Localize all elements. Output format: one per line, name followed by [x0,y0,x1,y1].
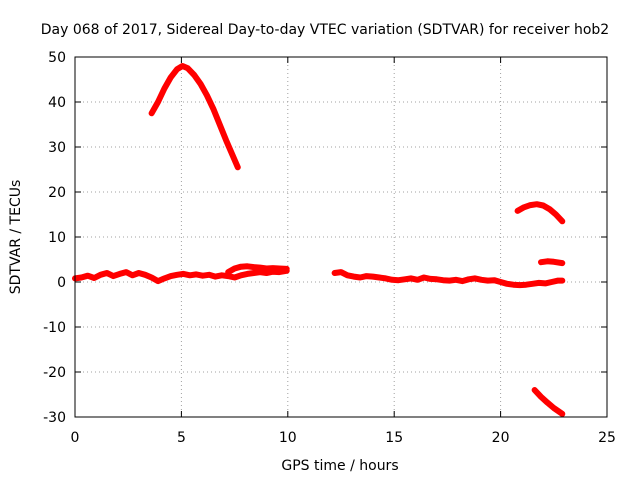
chart-title: Day 068 of 2017, Sidereal Day-to-day VTE… [41,22,609,38]
y-tick-label: 0 [57,275,66,291]
y-tick-label: 20 [48,185,66,201]
x-tick-label: 0 [71,430,80,446]
series-upper-7-10h [225,263,290,276]
x-tick-label: 25 [598,430,616,446]
x-tick-label: 15 [385,430,403,446]
series-layer [72,63,566,417]
x-axis-label: GPS time / hours [281,458,398,474]
series-arc-21-23h [514,201,566,225]
series-drop-21-23h [531,387,566,417]
grid [75,57,607,417]
ticks: 0 5 10 15 20 25 -30 -20 -10 0 10 20 30 40 50 [43,50,616,446]
y-tick-label: -30 [43,410,66,426]
x-tick-label: 10 [279,430,297,446]
x-tick-label: 20 [492,430,510,446]
series-main-12-23h [331,269,566,289]
y-tick-label: 10 [48,230,66,246]
x-tick-label: 5 [177,430,186,446]
series-short-22-23h [538,258,566,267]
y-tick-label: 50 [48,50,66,66]
y-tick-label: 30 [48,140,66,156]
y-tick-label: 40 [48,95,66,111]
series-main-0-10h [72,267,290,285]
y-axis-label: SDTVAR / TECUs [8,180,24,295]
y-tick-label: -20 [43,365,66,381]
y-tick-label: -10 [43,320,66,336]
series-arc-high [148,63,241,171]
